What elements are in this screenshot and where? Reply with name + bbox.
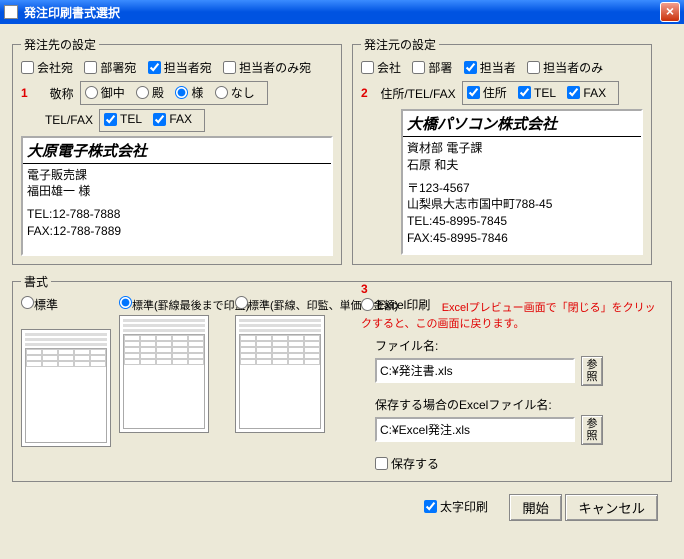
src-settings: 発注元の設定 会社 部署 担当者 担当者のみ 2 住所/TEL/FAX 住所 T…	[352, 36, 652, 265]
cb-person-s[interactable]: 担当者	[464, 59, 516, 76]
cb-company-s[interactable]: 会社	[361, 59, 401, 76]
app-icon	[4, 5, 18, 19]
file-label: ファイル名:	[375, 337, 663, 354]
src-company: 大橋パソコン株式会社	[403, 111, 641, 137]
rb-nashi[interactable]: なし	[215, 84, 255, 101]
src-preview: 大橋パソコン株式会社 資材部 電子課 石原 和夫 〒123-4567 山梨県大志…	[401, 109, 643, 255]
close-button[interactable]: ×	[660, 2, 680, 22]
mark-2: 2	[361, 86, 368, 100]
cb-fax-s[interactable]: FAX	[567, 86, 606, 100]
mark-3: 3	[361, 282, 368, 296]
file-field[interactable]: C:¥発注書.xls	[375, 358, 575, 383]
rb-std2[interactable]: 標準(罫線最後まで印監)	[119, 296, 219, 313]
rb-sama[interactable]: 様	[175, 84, 203, 101]
rb-excel[interactable]: Excel印刷	[361, 296, 430, 313]
cb-person-only-s[interactable]: 担当者のみ	[527, 59, 603, 76]
cb-person-only[interactable]: 担当者のみ宛	[223, 59, 311, 76]
format-settings: 書式 3 標準 標準(罫線最後まで印監)	[12, 273, 672, 482]
ref-button-1[interactable]: 参照	[581, 356, 603, 386]
cb-company[interactable]: 会社宛	[21, 59, 73, 76]
rb-std[interactable]: 標準	[21, 296, 103, 313]
cb-person[interactable]: 担当者宛	[148, 59, 212, 76]
honorific-label: 敬称	[34, 85, 74, 102]
cb-fax-dest[interactable]: FAX	[153, 112, 192, 126]
thumb-std2	[119, 315, 209, 433]
cb-bold-print[interactable]: 太字印刷	[424, 498, 488, 515]
cb-tel-s[interactable]: TEL	[518, 86, 556, 100]
addr-label: 住所/TEL/FAX	[374, 85, 456, 102]
titlebar: 発注印刷書式選択 ×	[0, 0, 684, 24]
rb-onchu[interactable]: 御中	[85, 84, 125, 101]
dest-legend: 発注先の設定	[21, 36, 99, 53]
start-button[interactable]: 開始	[509, 494, 562, 521]
dest-preview: 大原電子株式会社 電子販売課 福田雄一 様 TEL:12-788-7888 FA…	[21, 136, 333, 256]
src-legend: 発注元の設定	[361, 36, 439, 53]
save-file-label: 保存する場合のExcelファイル名:	[375, 396, 663, 413]
cancel-button[interactable]: キャンセル	[565, 494, 658, 521]
ref-button-2[interactable]: 参照	[581, 415, 603, 445]
format-legend: 書式	[21, 273, 51, 290]
telfax-label: TEL/FAX	[35, 113, 93, 127]
mark-1: 1	[21, 86, 28, 100]
cb-save[interactable]: 保存する	[375, 455, 439, 472]
cb-tel-dest[interactable]: TEL	[104, 112, 142, 126]
dest-company: 大原電子株式会社	[23, 138, 331, 164]
thumb-std3	[235, 315, 325, 433]
rb-dono[interactable]: 殿	[136, 84, 164, 101]
cb-dept[interactable]: 部署宛	[84, 59, 136, 76]
save-file-field[interactable]: C:¥Excel発注.xls	[375, 417, 575, 442]
rb-std3[interactable]: 標準(罫線、印監、単価、金額)	[235, 296, 339, 313]
cb-dept-s[interactable]: 部署	[412, 59, 452, 76]
cb-addr-s[interactable]: 住所	[467, 84, 507, 101]
dest-settings: 発注先の設定 会社宛 部署宛 担当者宛 担当者のみ宛 1 敬称 御中 殿 様 な…	[12, 36, 342, 265]
window-title: 発注印刷書式選択	[24, 4, 660, 21]
thumb-std	[21, 329, 111, 447]
